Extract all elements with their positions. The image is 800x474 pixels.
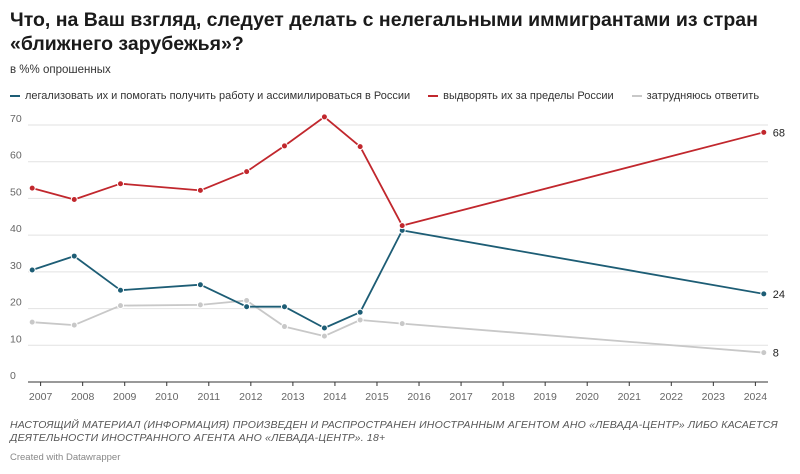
x-tick-label-2009: 2009 [113,391,137,403]
x-tick-label-2008: 2008 [71,391,95,403]
series-0-point-2 [117,286,124,294]
series-1-point-7 [356,143,364,151]
x-tick-label-2007: 2007 [29,391,53,403]
series-0-point-3 [196,281,204,289]
legend-swatch-legalize [10,95,20,97]
x-tick-label-2017: 2017 [449,391,473,403]
series-0-point-6 [320,324,328,332]
x-tick-label-2013: 2013 [281,391,305,403]
series-2-point-5 [280,323,288,331]
series-2-point-8 [398,320,406,328]
legend-label-legalize: легализовать их и помогать получить рабо… [25,90,411,102]
series-2-point-4 [243,296,251,304]
x-tick-label-2018: 2018 [491,391,515,403]
series-1-end-label: 68 [773,127,785,139]
datawrapper-credit: Created with Datawrapper [10,452,121,463]
series-2-point-3 [196,301,204,309]
series-1-point-8 [398,222,406,230]
x-tick-label-2014: 2014 [323,391,347,403]
x-tick-label-2015: 2015 [365,391,389,403]
x-tick-label-2020: 2020 [576,391,600,403]
series-line-1 [31,116,765,227]
series-1-point-3 [196,186,204,194]
legend-swatch-undecided [631,95,642,97]
series-0-point-5 [280,303,288,311]
x-tick-label-2010: 2010 [155,391,179,403]
y-tick-label-0: 0 [10,370,16,382]
series-2-point-6 [320,332,328,340]
series-line-0 [31,229,764,329]
series-1-point-4 [243,168,251,176]
y-tick-label-20: 20 [10,297,22,309]
y-tick-label-50: 50 [10,186,22,198]
x-tick-label-2022: 2022 [660,391,684,403]
series-0-point-7 [356,308,364,316]
series-1-point-9 [760,128,768,136]
series-1-point-5 [280,142,288,150]
legend-label-deport: выдворять их за пределы России [443,90,614,102]
y-tick-label-30: 30 [10,260,22,272]
foreign-agent-note: НАСТОЯЩИЙ МАТЕРИАЛ (ИНФОРМАЦИЯ) ПРОИЗВЕД… [10,419,778,444]
x-tick-label-2019: 2019 [533,391,557,403]
series-0-point-9 [760,290,768,298]
y-tick-label-60: 60 [10,150,22,162]
y-tick-label-10: 10 [10,333,22,345]
series-2-point-7 [356,316,364,324]
x-tick-label-2016: 2016 [407,391,431,403]
legend-item-undecided: затрудняюсь ответить [631,90,760,102]
series-1-point-2 [117,180,124,188]
x-tick-label-2011: 2011 [197,391,220,403]
series-2-point-1 [70,321,78,329]
series-2-end-label: 8 [773,348,779,360]
series-2-point-2 [117,302,124,310]
chart-subtitle: в %% опрошенных [10,64,111,76]
legend-swatch-deport [428,95,439,97]
x-tick-label-2021: 2021 [618,391,642,403]
series-1-point-6 [320,113,328,121]
legend-item-deport: выдворять их за пределы России [428,90,614,102]
series-0-point-0 [28,266,36,274]
series-0-end-label: 24 [773,289,785,301]
series-0-point-1 [70,252,78,260]
x-tick-label-2024: 2024 [744,391,768,403]
y-tick-label-70: 70 [10,113,22,125]
series-1-point-0 [28,184,36,192]
y-tick-label-40: 40 [10,223,22,235]
legend-label-undecided: затрудняюсь ответить [646,90,760,102]
x-tick-label-2012: 2012 [239,391,263,403]
series-1-point-1 [70,196,78,204]
series-0-point-4 [243,303,251,311]
series-2-point-9 [760,349,768,357]
series-line-2 [32,299,764,354]
x-tick-label-2023: 2023 [702,391,726,403]
legend: легализовать их и помогать получить рабо… [10,90,790,102]
series-2-point-0 [28,318,36,326]
legend-item-legalize: легализовать их и помогать получить рабо… [10,90,410,102]
chart-title: Что, на Ваш взгляд, следует делать с нел… [10,9,758,55]
